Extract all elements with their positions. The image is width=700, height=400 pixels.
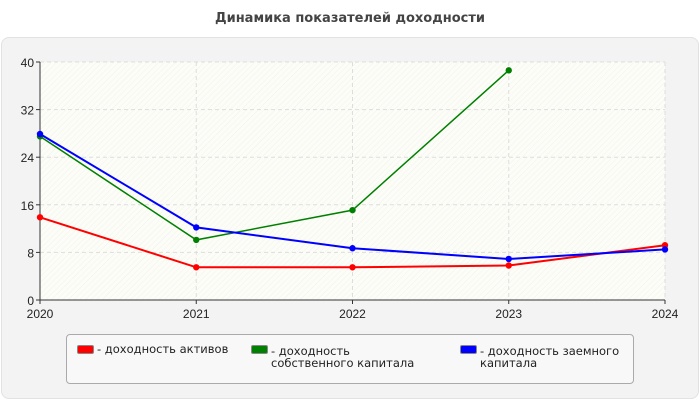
x-tick-label: 2023 [495,307,522,321]
x-tick-label: 2024 [652,307,679,321]
data-point-0 [349,264,356,271]
data-point-1 [193,236,200,244]
line-chart: 0 8 16 24 32 40 2020 2021 2022 2023 2024 [21,56,679,321]
y-tick-label: 32 [21,104,35,118]
data-point-2 [36,130,44,138]
x-tick-label: 2022 [339,307,366,321]
x-tick-label: 2021 [183,307,210,321]
legend-item: - доходность активов [77,343,247,355]
legend-swatch [460,345,477,354]
legend-label: - доходность активов [97,342,229,356]
legend-swatch [251,345,268,354]
data-point-2 [193,224,200,231]
data-point-0 [193,264,200,271]
series-line-1 [39,69,510,241]
x-tick-label: 2020 [27,307,54,321]
data-point-1 [505,67,512,74]
chart-title: Динамика показателей доходности [215,11,485,26]
y-tick-label: 24 [21,151,35,165]
y-tick-label: 16 [21,199,35,213]
y-tick-label: 8 [27,246,34,260]
data-point-0 [505,262,512,269]
legend-swatch [77,345,94,354]
data-point-2 [505,255,512,263]
data-point-2 [349,245,356,252]
legend-item: - доходность собственного капитала [251,343,431,369]
data-point-2 [661,246,669,253]
data-point-0 [36,214,44,221]
y-tick-label: 0 [27,294,34,308]
legend-label: - доходность заемного капитала [480,344,620,370]
legend-label: - доходность собственного капитала [271,344,415,370]
y-tick-label: 40 [21,56,35,70]
legend-item: - доходность заемного капитала [460,343,620,369]
legend: - доходность активов - доходность собстве… [66,334,634,384]
data-point-1 [349,206,356,214]
